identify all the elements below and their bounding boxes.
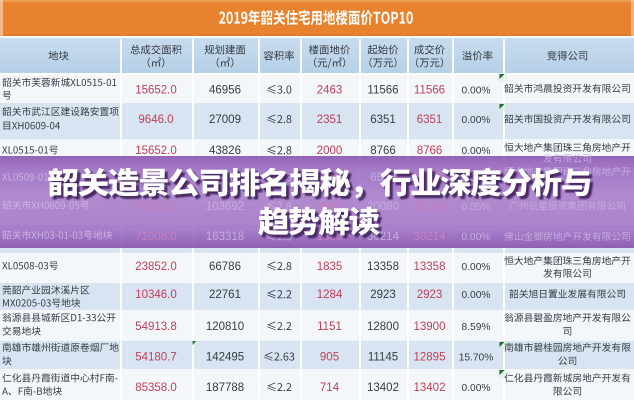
svg-text:9646.0: 9646.0 xyxy=(138,114,173,126)
svg-text:2923: 2923 xyxy=(370,289,396,301)
svg-text:12800: 12800 xyxy=(367,321,399,333)
svg-text:0.05%: 0.05% xyxy=(462,202,491,213)
svg-text:13402: 13402 xyxy=(414,382,446,394)
svg-text:54180.7: 54180.7 xyxy=(135,352,177,364)
svg-text:2000: 2000 xyxy=(317,145,343,157)
svg-text:30214: 30214 xyxy=(414,231,447,243)
svg-text:905: 905 xyxy=(320,352,339,364)
svg-text:103692: 103692 xyxy=(206,201,244,213)
svg-text:15.70%: 15.70% xyxy=(459,353,494,364)
svg-text:8766: 8766 xyxy=(417,145,443,157)
svg-text:13402: 13402 xyxy=(367,382,399,394)
svg-text:15652.0: 15652.0 xyxy=(135,145,177,157)
svg-text:0.00%: 0.00% xyxy=(462,262,491,273)
svg-text:66786: 66786 xyxy=(209,261,241,273)
svg-text:15652.0: 15652.0 xyxy=(135,85,177,97)
svg-text:2351: 2351 xyxy=(317,114,343,126)
svg-text:0.00%: 0.00% xyxy=(462,115,491,126)
svg-text:0.00%: 0.00% xyxy=(462,86,491,97)
svg-text:54913.8: 54913.8 xyxy=(135,321,177,333)
svg-text:85358.0: 85358.0 xyxy=(135,382,177,394)
svg-text:120810: 120810 xyxy=(206,321,244,333)
svg-text:71008.0: 71008.0 xyxy=(135,231,177,243)
svg-text:27009: 27009 xyxy=(209,114,241,126)
svg-text:6351: 6351 xyxy=(370,114,396,126)
svg-text:11145: 11145 xyxy=(368,352,398,364)
svg-text:46956: 46956 xyxy=(209,85,241,97)
svg-text:1151: 1151 xyxy=(317,321,342,333)
svg-text:163318: 163318 xyxy=(206,231,244,243)
svg-text:0.00%: 0.00% xyxy=(462,146,491,157)
svg-text:1835: 1835 xyxy=(317,261,343,273)
svg-text:8.59%: 8.59% xyxy=(462,322,491,333)
svg-text:0.00%: 0.00% xyxy=(462,232,491,243)
svg-text:43826: 43826 xyxy=(209,145,241,157)
svg-text:0.00%: 0.00% xyxy=(462,290,491,301)
svg-text:0.00%: 0.00% xyxy=(462,383,491,394)
svg-text:6351: 6351 xyxy=(417,114,443,126)
svg-text:714: 714 xyxy=(320,382,340,394)
svg-text:187788: 187788 xyxy=(206,382,244,394)
svg-text:13358: 13358 xyxy=(414,261,446,273)
svg-text:37033.0: 37033.0 xyxy=(135,201,177,213)
svg-text:10346.0: 10346.0 xyxy=(135,289,177,301)
svg-text:13358: 13358 xyxy=(367,261,399,273)
svg-text:2923: 2923 xyxy=(417,289,443,301)
svg-text:142495: 142495 xyxy=(206,352,244,364)
svg-text:11566: 11566 xyxy=(414,85,445,97)
svg-text:22761: 22761 xyxy=(209,289,241,301)
svg-text:11566: 11566 xyxy=(367,85,398,97)
svg-text:20090: 20090 xyxy=(414,201,446,213)
svg-text:23852.0: 23852.0 xyxy=(135,261,177,273)
svg-text:13900: 13900 xyxy=(414,321,446,333)
svg-text:8766: 8766 xyxy=(370,145,396,157)
svg-text:12895: 12895 xyxy=(414,352,446,364)
svg-text:1284: 1284 xyxy=(317,289,343,301)
svg-text:2463: 2463 xyxy=(317,85,343,97)
